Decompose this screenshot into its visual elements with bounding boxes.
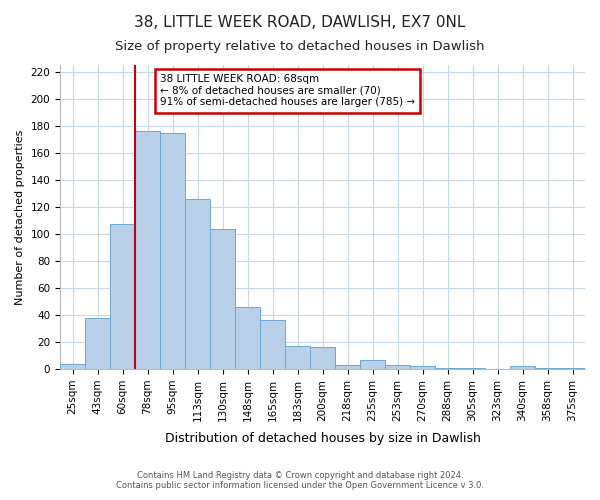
Bar <box>235 307 260 369</box>
Text: Size of property relative to detached houses in Dawlish: Size of property relative to detached ho… <box>115 40 485 53</box>
Bar <box>85 318 110 369</box>
X-axis label: Distribution of detached houses by size in Dawlish: Distribution of detached houses by size … <box>164 432 481 445</box>
Bar <box>285 346 310 369</box>
Bar <box>510 366 535 369</box>
Bar <box>460 368 485 369</box>
Bar <box>385 365 410 369</box>
Bar <box>535 368 560 369</box>
Bar <box>135 131 160 369</box>
Bar <box>185 199 210 369</box>
Bar <box>210 228 235 369</box>
Bar <box>560 368 585 369</box>
Bar <box>360 360 385 369</box>
Bar <box>335 365 360 369</box>
Bar <box>60 364 85 369</box>
Bar <box>310 348 335 369</box>
Bar <box>435 368 460 369</box>
Text: 38, LITTLE WEEK ROAD, DAWLISH, EX7 0NL: 38, LITTLE WEEK ROAD, DAWLISH, EX7 0NL <box>134 15 466 30</box>
Y-axis label: Number of detached properties: Number of detached properties <box>15 130 25 304</box>
Bar <box>160 132 185 369</box>
Bar <box>410 366 435 369</box>
Text: 38 LITTLE WEEK ROAD: 68sqm
← 8% of detached houses are smaller (70)
91% of semi-: 38 LITTLE WEEK ROAD: 68sqm ← 8% of detac… <box>160 74 415 108</box>
Bar <box>110 224 135 369</box>
Text: Contains HM Land Registry data © Crown copyright and database right 2024.
Contai: Contains HM Land Registry data © Crown c… <box>116 470 484 490</box>
Bar <box>260 320 285 369</box>
